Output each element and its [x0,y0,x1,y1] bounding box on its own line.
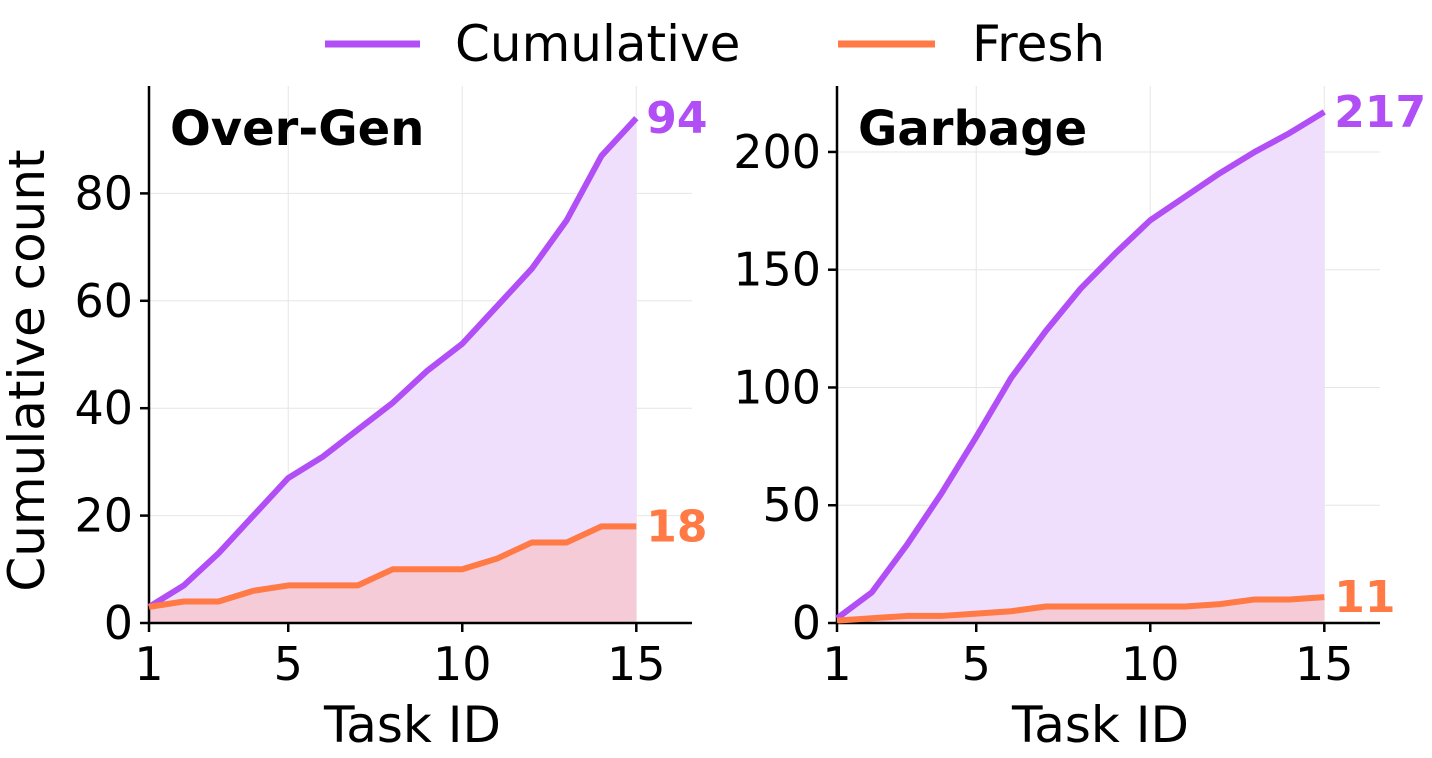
point-fresh-5 [973,611,979,617]
point-fresh-8 [390,566,396,572]
point-fresh-3 [904,613,910,619]
area-cumulative [149,118,637,623]
point-fresh-12 [1217,601,1223,607]
point-cumulative-4 [938,490,944,496]
point-cumulative-7 [355,427,361,433]
point-cumulative-11 [1182,194,1188,200]
y-tick-label-0: 0 [792,596,821,650]
x-tick-label-1: 5 [962,637,991,691]
end-label-cumulative: 94 [646,93,707,144]
end-label-fresh: 11 [1334,572,1395,623]
x-tick-label-3: 15 [607,637,666,691]
x-tick-label-1: 5 [274,637,303,691]
point-fresh-10 [1147,604,1153,610]
point-cumulative-3 [216,550,222,556]
point-fresh-15 [1321,594,1327,600]
point-cumulative-9 [1112,250,1118,256]
x-axis-label: Task ID [323,696,501,754]
point-fresh-8 [1078,604,1084,610]
point-fresh-5 [285,582,291,588]
point-cumulative-8 [390,400,396,406]
point-fresh-11 [494,556,500,562]
x-tick-label-0: 1 [134,637,163,691]
point-fresh-2 [869,615,875,621]
point-fresh-15 [633,523,639,529]
y-axis-label: Cumulative count [0,149,56,591]
point-fresh-14 [1287,596,1293,602]
point-cumulative-10 [459,341,465,347]
point-fresh-6 [320,582,326,588]
point-fresh-7 [1043,604,1049,610]
point-fresh-4 [938,613,944,619]
point-fresh-1 [146,604,152,610]
y-tick-label-3: 60 [74,274,133,328]
y-tick-label-4: 200 [733,125,821,179]
point-cumulative-2 [869,589,875,595]
point-cumulative-8 [1078,286,1084,292]
point-cumulative-15 [1321,109,1327,115]
end-label-fresh: 18 [646,501,707,552]
point-fresh-13 [1252,596,1258,602]
point-cumulative-9 [424,368,430,374]
y-tick-label-2: 100 [733,360,821,414]
series-line-cumulative [147,116,639,610]
point-cumulative-14 [1287,130,1293,136]
legend-label-0: Cumulative [455,15,740,73]
x-tick-label-3: 15 [1295,637,1354,691]
y-tick-label-1: 20 [74,489,133,543]
point-fresh-3 [216,599,222,605]
point-cumulative-7 [1043,328,1049,334]
point-cumulative-3 [904,542,910,548]
point-fresh-13 [564,539,570,545]
point-fresh-11 [1182,604,1188,610]
point-fresh-7 [355,582,361,588]
x-tick-label-2: 10 [433,637,492,691]
series-line-fresh [148,523,637,610]
point-fresh-9 [1112,604,1118,610]
x-axis-label: Task ID [1011,696,1189,754]
y-tick-label-1: 50 [762,478,821,532]
point-cumulative-6 [1008,375,1014,381]
point-cumulative-14 [599,153,605,159]
x-tick-label-2: 10 [1121,637,1180,691]
point-cumulative-5 [285,475,291,481]
point-cumulative-6 [320,454,326,460]
x-tick-label-0: 1 [822,637,851,691]
point-cumulative-15 [633,115,639,121]
end-label-cumulative: 217 [1334,87,1426,138]
y-tick-label-3: 150 [733,243,821,297]
point-fresh-6 [1008,608,1014,614]
point-fresh-4 [250,588,256,594]
area-fresh [149,526,637,623]
legend: Cumulative Fresh [325,15,1105,73]
legend-label-1: Fresh [972,15,1105,73]
point-fresh-9 [424,566,430,572]
point-cumulative-11 [494,303,500,309]
panel-title: Garbage [858,101,1087,157]
point-cumulative-4 [250,513,256,519]
point-cumulative-2 [181,582,187,588]
point-fresh-12 [529,539,535,545]
point-cumulative-12 [1217,170,1223,176]
series-line-cumulative [835,109,1326,621]
point-fresh-14 [599,523,605,529]
area-cumulative [837,111,1325,623]
y-tick-label-2: 40 [74,381,133,435]
point-cumulative-13 [1252,149,1258,155]
point-cumulative-13 [564,217,570,223]
point-fresh-2 [181,599,187,605]
point-cumulative-10 [1147,217,1153,223]
point-fresh-10 [459,566,465,572]
series-line-fresh [836,594,1325,624]
y-tick-label-0: 0 [104,596,133,650]
panel-title: Over-Gen [170,101,424,157]
point-cumulative-5 [973,434,979,440]
y-tick-label-4: 80 [74,166,133,220]
point-cumulative-12 [529,266,535,272]
